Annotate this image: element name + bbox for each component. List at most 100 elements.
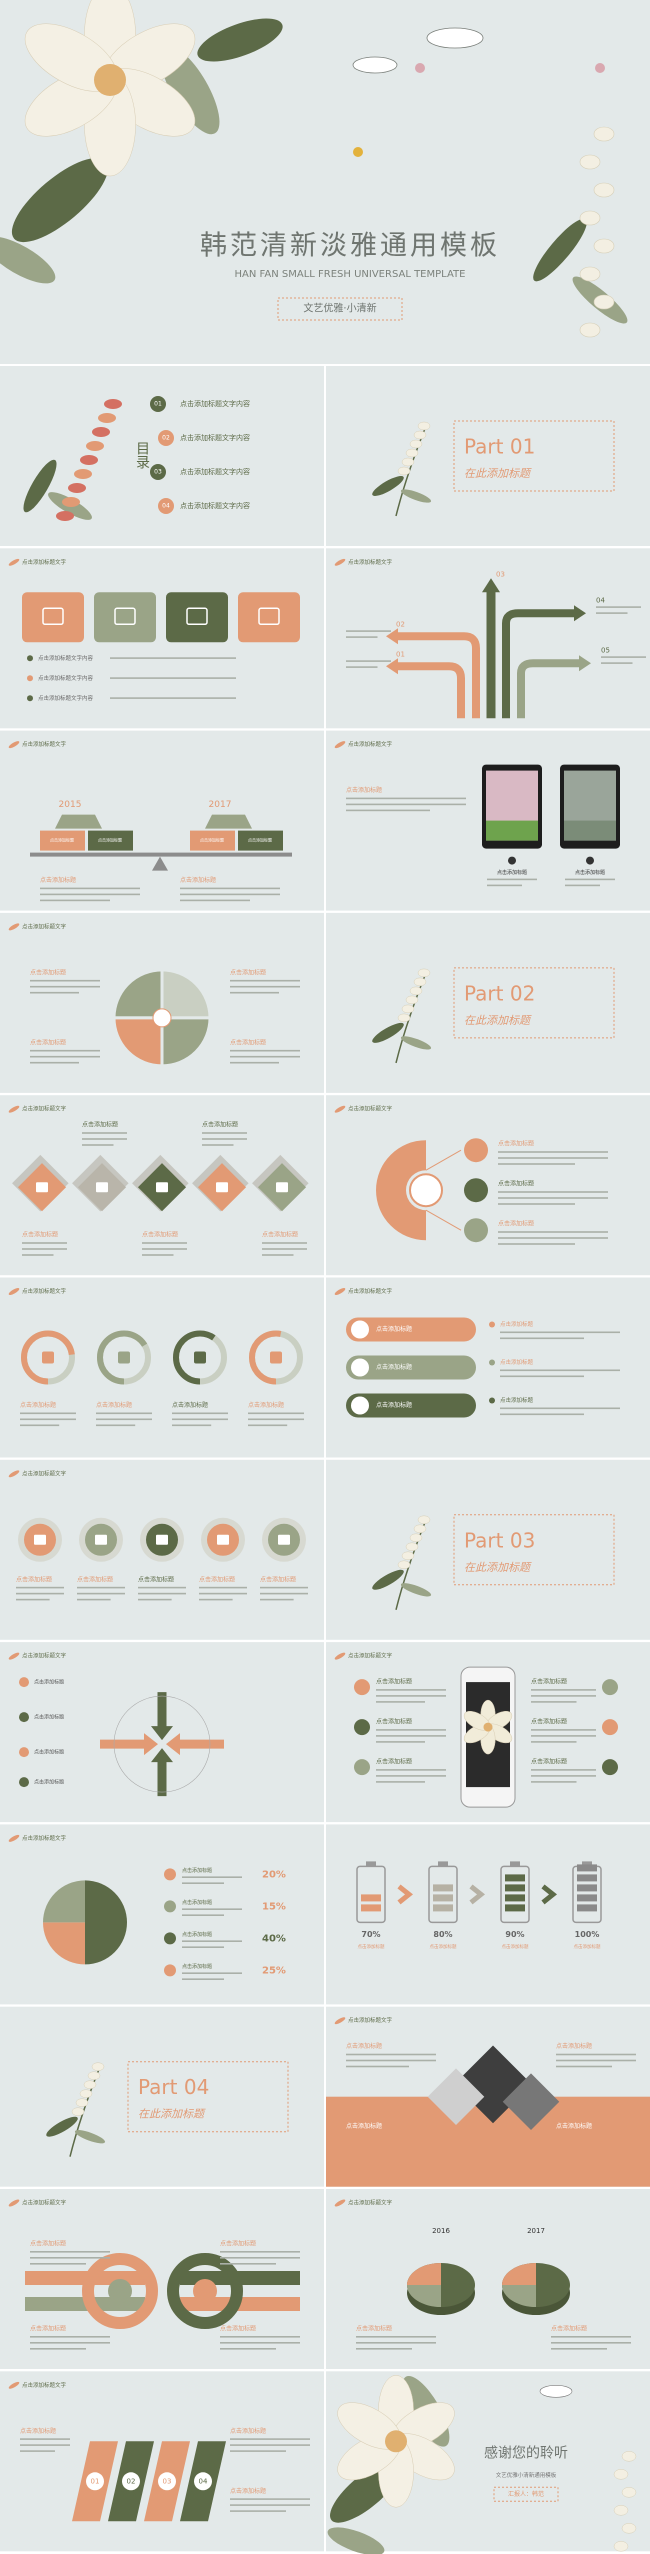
battery-cell <box>577 1864 597 1872</box>
icon-circle <box>354 1759 370 1776</box>
block-label: 点击添加标题 <box>180 876 216 884</box>
battery-cell <box>433 1904 453 1912</box>
text-line <box>230 2504 310 2506</box>
bud <box>621 2487 637 2498</box>
battery-cell <box>577 1884 597 1892</box>
text-line <box>376 1769 446 1771</box>
ground <box>564 820 616 841</box>
text-line <box>199 1586 247 1589</box>
block-label: 点击添加标题 <box>260 1575 296 1583</box>
text-line <box>30 979 100 982</box>
battery-percent: 90% <box>505 1930 524 1939</box>
leaf <box>8 1652 20 1660</box>
box-label: 点击添加标题 <box>248 837 272 843</box>
battery-cell <box>505 1894 525 1902</box>
bud <box>409 1533 423 1543</box>
bud <box>621 2523 637 2534</box>
block-label: 点击添加标题 <box>248 1401 284 1409</box>
text-line <box>230 2498 310 2500</box>
bud <box>593 294 615 310</box>
leaf <box>400 1036 432 1050</box>
slide-bg <box>0 1277 324 1458</box>
icon-circle <box>354 1679 370 1696</box>
text-line <box>30 1055 100 1058</box>
text-line <box>30 2342 110 2344</box>
battery-percent: 80% <box>433 1930 452 1939</box>
text-line <box>346 2065 409 2068</box>
pill-icon <box>351 1358 369 1377</box>
line-text: 点击添加标题文字内容 <box>38 674 94 682</box>
leaf <box>8 2199 20 2207</box>
leaf <box>8 1288 20 1295</box>
battery-cell <box>577 1904 597 1912</box>
slide-heading: 点击添加标题文字 <box>22 740 67 748</box>
part-subtitle: 在此添加标题 <box>464 1561 532 1574</box>
block-label: 点击添加标题 <box>172 1401 208 1409</box>
text-line <box>248 1418 304 1421</box>
text-line <box>500 1375 584 1378</box>
item-text: 点击添加标题文字内容 <box>180 501 250 510</box>
hub <box>108 2279 132 2303</box>
text-line <box>202 1138 247 1140</box>
bud <box>579 210 601 226</box>
bud <box>405 995 419 1005</box>
item-text: 点击添加标题文字内容 <box>180 467 250 476</box>
pie-slice <box>502 2285 536 2307</box>
ring <box>167 2253 243 2329</box>
bud <box>71 2107 85 2116</box>
block-label: 点击添加标题 <box>82 1121 118 1129</box>
cloud <box>539 2385 573 2398</box>
step-number: 02 <box>127 2477 136 2485</box>
text-line <box>498 1191 608 1193</box>
slide-heading: 点击添加标题文字 <box>348 1105 393 1113</box>
text-line <box>110 677 236 679</box>
battery-cap <box>510 1861 520 1867</box>
icon <box>216 1182 228 1193</box>
text-line <box>220 2257 300 2259</box>
block-label: 点击添加标题 <box>30 2240 66 2248</box>
arrow <box>396 632 480 719</box>
item-number: 04 <box>162 503 170 510</box>
icon <box>36 1182 48 1193</box>
slide-heading: 点击添加标题文字 <box>348 740 393 748</box>
text-line <box>596 606 641 608</box>
text-line <box>172 1418 228 1421</box>
text-line <box>376 1775 446 1777</box>
block-label: 点击添加标题 <box>230 1038 266 1046</box>
text-line <box>20 2444 70 2446</box>
text-line <box>182 1940 242 1942</box>
battery-percent: 70% <box>361 1930 380 1939</box>
text-line <box>16 1586 64 1589</box>
part-label: Part 02 <box>464 981 535 1005</box>
step-number: 01 <box>91 2477 100 2485</box>
leaf <box>8 923 20 931</box>
bud <box>86 441 104 451</box>
text-line <box>500 1337 584 1340</box>
ring <box>249 1330 303 1385</box>
stack-top <box>55 814 102 829</box>
bud <box>62 497 80 507</box>
bud <box>401 1004 415 1014</box>
slide-bg <box>0 2006 324 2187</box>
text-line <box>601 656 646 658</box>
pie-slice <box>43 1880 85 1923</box>
bud <box>409 986 423 996</box>
text-line <box>500 1331 620 1334</box>
fulcrum <box>152 856 168 871</box>
slide-heading: 点击添加标题文字 <box>22 2199 67 2207</box>
contents-slide: 目录 01 点击添加标题文字内容 02 点击添加标题文字内容 03 点击添加标题文字内容 04… <box>0 366 324 546</box>
text-line <box>182 1882 224 1884</box>
text-line <box>230 985 300 988</box>
butterfly <box>353 147 363 157</box>
pie-slice <box>502 2263 536 2285</box>
photo <box>427 2068 485 2125</box>
text-line <box>20 2438 70 2440</box>
bud <box>104 399 122 409</box>
part-subtitle: 在此添加标题 <box>138 2108 206 2121</box>
text-line <box>376 1701 425 1703</box>
item-label: 点击添加标题 <box>182 1867 212 1874</box>
text-line <box>531 1701 577 1703</box>
slide-bg <box>326 912 650 1093</box>
